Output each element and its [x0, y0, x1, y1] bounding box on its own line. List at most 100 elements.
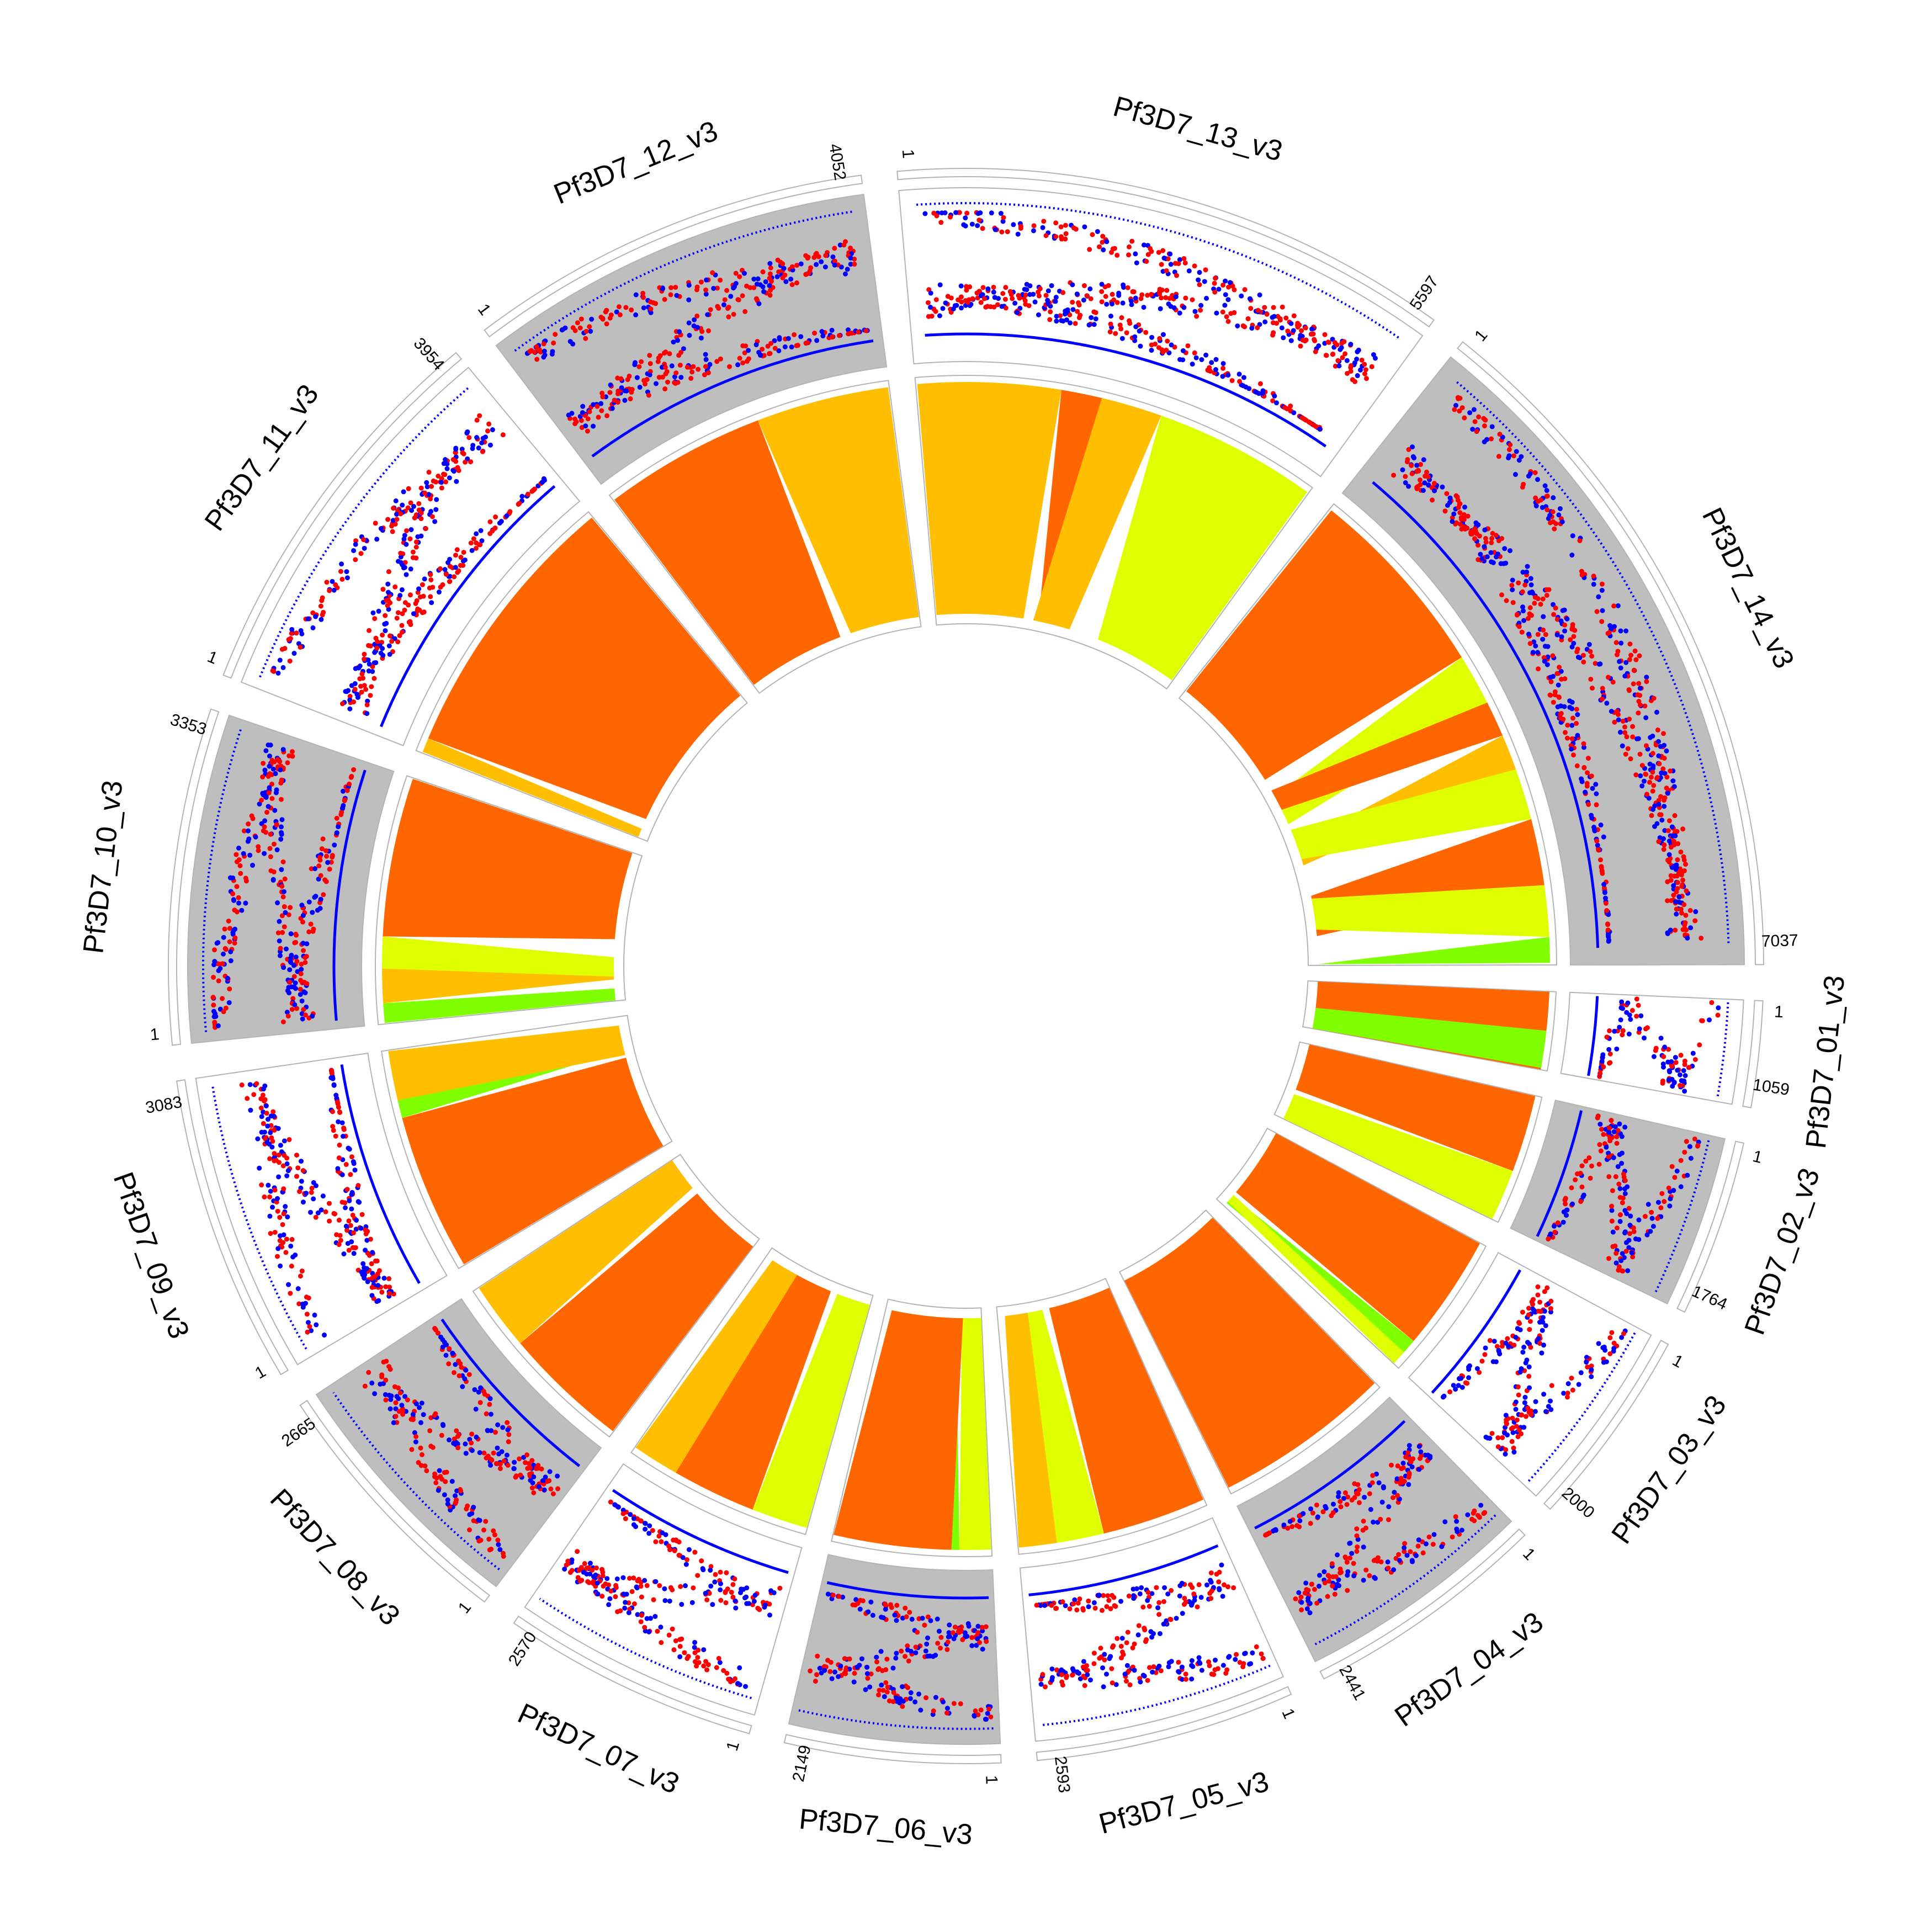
scatter-point [321, 892, 326, 898]
tick-start-pf3d7-13-v3: 1 [899, 148, 917, 159]
scatter-point [718, 1597, 724, 1603]
scatter-point [1575, 712, 1580, 718]
scatter-point [1569, 746, 1574, 752]
scatter-point [1601, 882, 1607, 887]
scatter-point [1212, 280, 1217, 286]
scatter-point [466, 435, 472, 440]
scatter-point [1102, 1652, 1107, 1657]
scatter-point [1197, 1660, 1203, 1666]
scatter-point [1032, 299, 1038, 305]
scatter-point [421, 1412, 426, 1418]
scatter-point [1651, 783, 1657, 788]
scatter-point [733, 281, 739, 286]
scatter-point [282, 646, 288, 651]
scatter-point [231, 927, 237, 933]
scatter-point [1391, 473, 1397, 478]
scatter-point [1103, 294, 1108, 299]
scatter-point [980, 285, 986, 290]
scatter-point [744, 359, 750, 364]
scatter-point [636, 1577, 641, 1582]
scatter-point [705, 370, 711, 375]
scatter-point [463, 1441, 468, 1447]
scatter-point [1390, 1495, 1396, 1500]
scatter-point [220, 996, 225, 1001]
scatter-point [374, 537, 380, 542]
scatter-point [250, 863, 256, 868]
scatter-point [1459, 1384, 1465, 1390]
scatter-point [1395, 1463, 1400, 1469]
scatter-point [460, 450, 465, 455]
band-pf3d7-04-v3-dark-orange [1124, 1217, 1375, 1488]
scatter-point [1669, 824, 1675, 830]
scatter-point [633, 1524, 639, 1530]
scatter-point [1642, 703, 1648, 709]
scatter-point [396, 1385, 401, 1390]
scatter-point [355, 1199, 361, 1204]
ideogram-frames [168, 168, 1765, 1764]
scatter-point [975, 211, 981, 216]
scatter-point [1551, 495, 1556, 501]
scatter-point [733, 270, 739, 276]
scatter-point [666, 1632, 672, 1638]
scatter-point [668, 285, 674, 290]
scatter-point [1665, 790, 1670, 796]
scatter-point [1158, 1668, 1164, 1674]
scatter-point [975, 223, 980, 229]
scatter-point [1624, 734, 1630, 740]
scatter-point [457, 1373, 462, 1378]
scatter-point [641, 305, 646, 311]
scatter-point [1303, 325, 1308, 331]
scatter-point [1180, 1611, 1185, 1616]
scatter-point [880, 1687, 886, 1693]
scatter-point [1132, 1641, 1137, 1647]
scatter-point [1274, 400, 1280, 406]
scatter-point [1111, 1643, 1116, 1648]
scatter-point [1557, 665, 1562, 670]
scatter-point [1562, 622, 1568, 628]
scatter-point [1355, 349, 1360, 354]
scatter-point [347, 706, 353, 712]
scatter-point [1168, 262, 1174, 267]
scatter-point [1601, 1132, 1606, 1137]
scatter-point [1070, 307, 1076, 312]
scatter-point [643, 381, 648, 387]
scatter-point [1354, 357, 1360, 362]
scatter-point [1091, 322, 1097, 327]
scatter-point [1308, 331, 1314, 337]
scatter-point [1591, 581, 1596, 587]
scatter-point [970, 296, 975, 301]
scatter-point [261, 1121, 266, 1126]
scatter-point [1546, 1404, 1551, 1409]
scatter-point [1054, 314, 1059, 319]
scatter-point [1110, 1593, 1115, 1598]
scatter-point [806, 270, 811, 276]
scatter-point [541, 476, 546, 481]
scatter-point [1070, 300, 1075, 305]
scatter-point [1259, 1651, 1264, 1657]
scatter-point [962, 1630, 968, 1636]
scatter-point [277, 938, 282, 944]
scatter-point [279, 884, 285, 889]
scatter-point [1291, 410, 1297, 416]
scatter-point [222, 926, 227, 932]
scatter-point [1208, 1570, 1214, 1575]
scatter-point [1505, 1336, 1510, 1341]
scatter-point [1193, 355, 1199, 360]
scatter-point [864, 1671, 870, 1676]
scatter-point [961, 222, 967, 227]
scatter-point [1213, 357, 1219, 362]
scatter-point [1352, 1495, 1357, 1500]
scatter-point [1225, 1584, 1231, 1590]
scatter-point [1629, 1250, 1634, 1256]
scatter-point [580, 404, 586, 409]
scatter-point [297, 1189, 302, 1195]
scatter-point [1622, 724, 1627, 730]
scatter-point [211, 962, 217, 968]
scatter-point [1188, 1582, 1193, 1588]
scatter-point [999, 229, 1005, 235]
scatter-point [1325, 339, 1331, 345]
scatter-point [212, 947, 217, 953]
band-pf3d7-14-v3-dark-orange [1271, 702, 1503, 810]
scatter-point [1600, 1052, 1606, 1058]
scatter-point [1617, 730, 1623, 735]
